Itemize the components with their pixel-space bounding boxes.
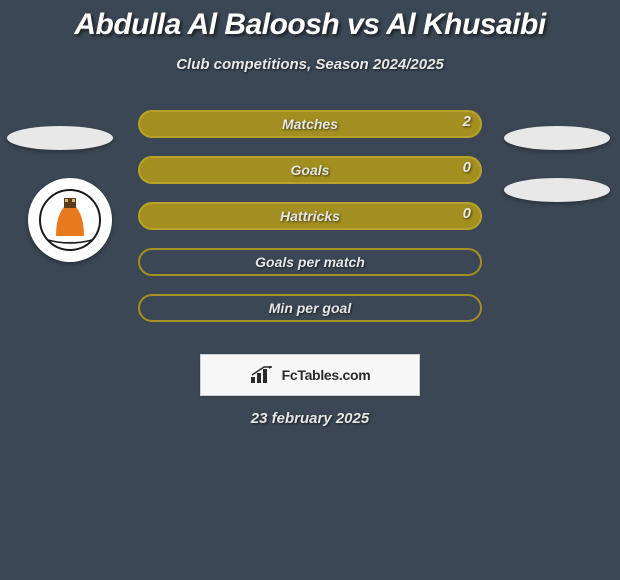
stat-row-hattricks: 0 Hattricks 0: [0, 202, 620, 248]
stat-pill-gpm: Goals per match: [138, 248, 482, 276]
stat-row-matches: 1 Matches 2: [0, 110, 620, 156]
stat-row-mpg: Min per goal: [0, 294, 620, 340]
stat-pill-mpg: Min per goal: [138, 294, 482, 322]
bar-chart-icon: [250, 366, 276, 384]
stat-right-value: 2: [463, 113, 471, 130]
page-title: Abdulla Al Baloosh vs Al Khusaibi: [0, 0, 620, 42]
stat-pill-matches: Matches: [138, 110, 482, 138]
stat-pill-goals: Goals: [138, 156, 482, 184]
stat-label: Goals per match: [255, 254, 365, 270]
stat-pill-hattricks: Hattricks: [138, 202, 482, 230]
subtitle: Club competitions, Season 2024/2025: [0, 42, 620, 73]
stats-area: 1 Matches 2 0 Goals 0 0 Hattricks 0 Goal…: [0, 110, 620, 340]
fctables-banner[interactable]: FcTables.com: [200, 354, 420, 396]
stat-label: Hattricks: [280, 208, 340, 224]
stat-label: Goals: [291, 162, 330, 178]
stat-label: Matches: [282, 116, 338, 132]
stat-row-goals: 0 Goals 0: [0, 156, 620, 202]
date-line: 23 february 2025: [0, 410, 620, 427]
stat-label: Min per goal: [269, 300, 351, 316]
banner-text: FcTables.com: [282, 367, 371, 383]
stat-row-gpm: Goals per match: [0, 248, 620, 294]
stat-right-value: 0: [463, 205, 471, 222]
stat-right-value: 0: [463, 159, 471, 176]
